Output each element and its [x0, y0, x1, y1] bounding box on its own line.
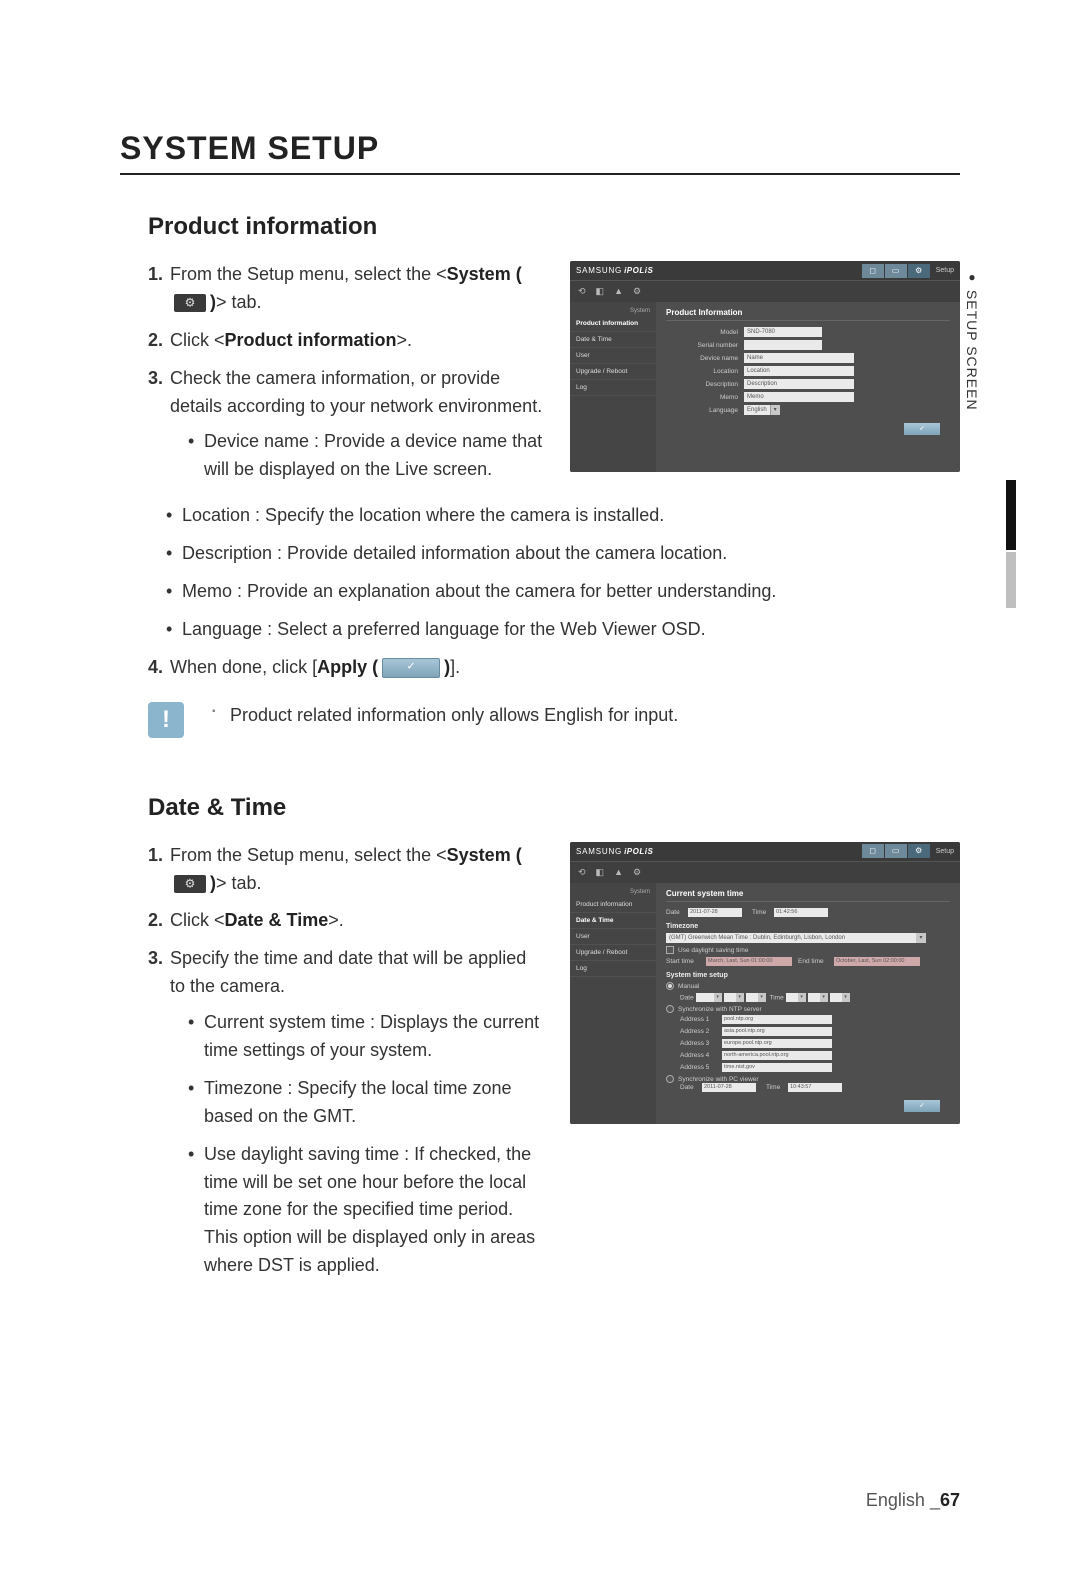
shot-tab-display-icon: ▭	[885, 264, 907, 278]
shot-radio	[666, 982, 674, 990]
shot-side-item: Product information	[570, 316, 656, 332]
shot-side-item: Log	[570, 961, 656, 977]
shot-nav-icon: ▲	[614, 867, 623, 878]
shot-nav-icon: ⟲	[578, 867, 586, 878]
section2-title: Date & Time	[148, 794, 960, 822]
screenshot-date-time: SAMSUNGiPOLiS ◻ ▭ ⚙ Setup ⟲ ◧ ▲ ⚙ System…	[570, 842, 960, 1124]
shot-apply-button	[904, 1100, 940, 1112]
shot-apply-button	[904, 423, 940, 435]
shot-nav-icon: ⟲	[578, 286, 586, 297]
shot-radio	[666, 1005, 674, 1013]
shot-tab-setup-icon: ⚙	[908, 844, 930, 858]
gear-icon	[174, 875, 206, 893]
side-tab-label: ● SETUP SCREEN	[964, 270, 980, 411]
shot-side-item: Product information	[570, 897, 656, 913]
note-text: Product related information only allows …	[212, 702, 678, 729]
shot-tab-setup-icon: ⚙	[908, 264, 930, 278]
shot-side-item: User	[570, 348, 656, 364]
shot-nav-icon: ▲	[614, 286, 623, 297]
shot-side-item: Upgrade / Reboot	[570, 945, 656, 961]
section1-bullets-cont: Location : Specify the location where th…	[166, 502, 960, 644]
side-indicator-inactive	[1006, 552, 1016, 608]
shot-tab-display-icon: ▭	[885, 844, 907, 858]
gear-icon	[174, 294, 206, 312]
shot-nav-icon: ⚙	[633, 286, 641, 297]
shot-side-item: Date & Time	[570, 332, 656, 348]
screenshot-product-info: SAMSUNGiPOLiS ◻ ▭ ⚙ Setup ⟲ ◧ ▲ ⚙ System…	[570, 261, 960, 472]
shot-radio	[666, 1075, 674, 1083]
apply-button-icon	[382, 658, 440, 678]
page-footer: English _67	[866, 1490, 960, 1511]
shot-side-item: Date & Time	[570, 913, 656, 929]
shot-nav-icon: ⚙	[633, 867, 641, 878]
note-icon: !	[148, 702, 184, 738]
page-title: SYSTEM SETUP	[120, 130, 960, 175]
shot-tab-monitor-icon: ◻	[862, 264, 884, 278]
shot-checkbox	[666, 946, 674, 954]
section1-title: Product information	[148, 213, 960, 241]
shot-side-item: Upgrade / Reboot	[570, 364, 656, 380]
side-tab: ● SETUP SCREEN	[964, 270, 988, 610]
shot-side-item: User	[570, 929, 656, 945]
section2-steps: 1 From the Setup menu, select the <Syste…	[148, 842, 546, 1280]
shot-side-item: Log	[570, 380, 656, 396]
shot-nav-icon: ◧	[596, 286, 605, 297]
shot-nav-icon: ◧	[596, 867, 605, 878]
side-indicator-active	[1006, 480, 1016, 550]
shot-tab-monitor-icon: ◻	[862, 844, 884, 858]
section1-steps: 1 From the Setup menu, select the <Syste…	[148, 261, 546, 484]
